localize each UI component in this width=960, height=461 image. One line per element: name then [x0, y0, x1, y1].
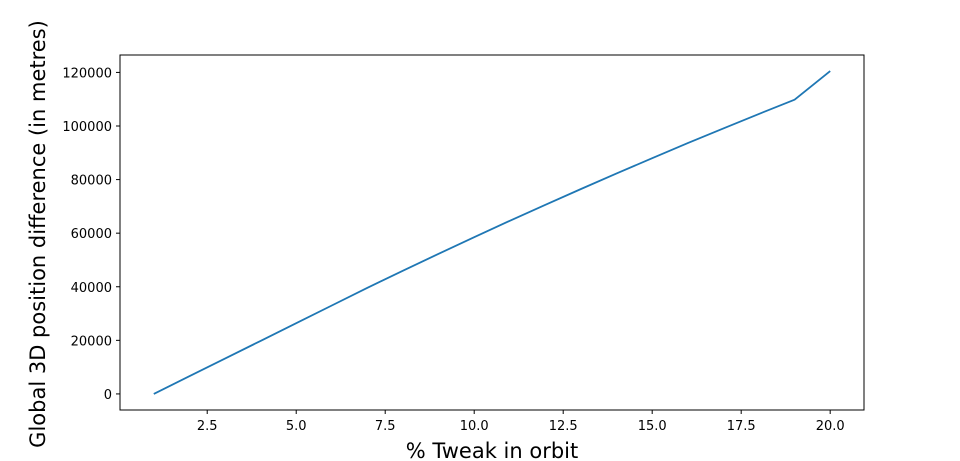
x-tick-label: 5.0 — [286, 419, 307, 434]
plot-area — [120, 55, 864, 410]
x-axis-ticks: 2.5 5.0 7.5 10.0 12.5 15.0 17.5 20.0 — [197, 410, 845, 434]
x-axis-title: % Tweak in orbit — [406, 439, 578, 461]
x-tick-label: 10.0 — [460, 419, 489, 434]
y-tick-label: 80000 — [71, 174, 112, 189]
series-line — [153, 70, 831, 395]
y-tick-label: 120000 — [62, 66, 112, 81]
y-axis-ticks: 0 20000 40000 60000 80000 100000 120000 — [62, 66, 120, 403]
x-tick-label: 2.5 — [197, 419, 218, 434]
x-tick-label: 12.5 — [549, 419, 578, 434]
y-tick-label: 20000 — [71, 334, 112, 349]
y-tick-label: 0 — [104, 388, 112, 403]
y-tick-label: 100000 — [62, 120, 112, 135]
y-tick-label: 40000 — [71, 281, 112, 296]
x-tick-label: 20.0 — [816, 419, 845, 434]
series-layer — [153, 70, 831, 395]
y-axis-title: Global 3D position difference (in metres… — [26, 20, 50, 448]
x-tick-label: 17.5 — [727, 419, 756, 434]
y-tick-label: 60000 — [71, 227, 112, 242]
plot-frame — [119, 54, 865, 411]
x-tick-label: 15.0 — [638, 419, 667, 434]
x-tick-label: 7.5 — [375, 419, 396, 434]
